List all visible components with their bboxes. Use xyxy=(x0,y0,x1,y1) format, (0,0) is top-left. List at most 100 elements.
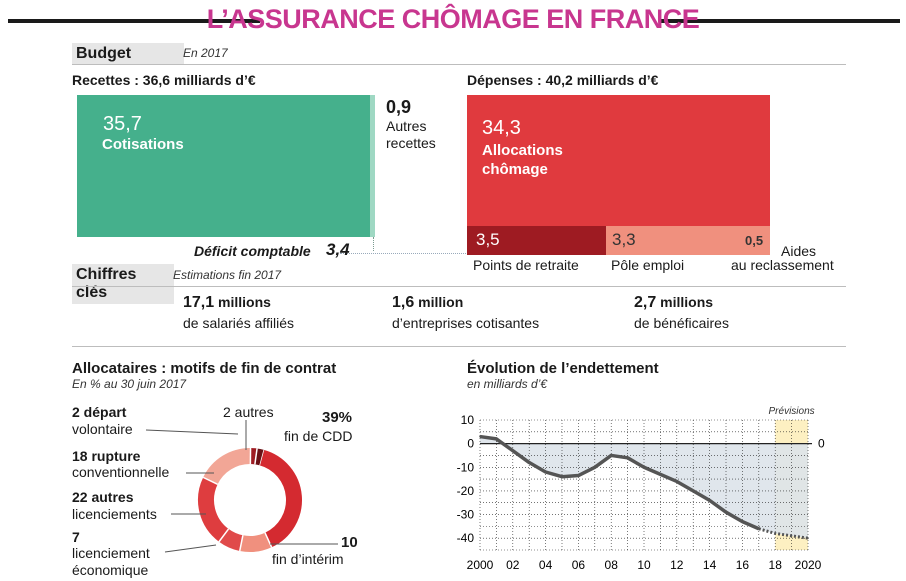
xtick-2006: 06 xyxy=(572,558,586,572)
debt-point-2001 xyxy=(495,438,498,440)
debt-point-2006 xyxy=(577,474,580,477)
debt-point-2014 xyxy=(708,499,711,502)
allocations-label-1: Allocations xyxy=(482,142,563,159)
debt-point-2015 xyxy=(725,511,727,513)
points-retraite-box xyxy=(467,226,606,255)
debt-point-2008 xyxy=(610,454,612,457)
debt-point-2012 xyxy=(676,480,678,483)
donut-separator-3 xyxy=(218,528,230,543)
xtick-2016: 16 xyxy=(736,558,750,572)
ytick--40: -40 xyxy=(457,531,475,545)
kpi-beneficaires: 2,7 millions xyxy=(634,294,713,312)
donut-label-cdd-value: 39% xyxy=(322,409,353,426)
ytick--30: -30 xyxy=(457,508,475,522)
donut-label-autres: 2 autres xyxy=(223,404,274,420)
xtick-2004: 04 xyxy=(539,558,553,572)
debt-line-forecast xyxy=(758,527,809,540)
debt-point-2010 xyxy=(643,466,645,469)
xtick-2020: 2020 xyxy=(795,558,822,572)
autres-recettes-label-1: Autres xyxy=(386,118,427,134)
pole-emploi-label: Pôle emploi xyxy=(611,257,685,273)
debt-point-2002 xyxy=(512,449,514,452)
title-rule-left xyxy=(8,19,260,23)
cotisations-label: Cotisations xyxy=(102,136,184,153)
aides-label-2: au reclassement xyxy=(731,257,834,273)
donut-label-depart-1: 2 départ xyxy=(72,404,127,420)
donut-label-interim-text: fin d’intérim xyxy=(272,551,344,567)
title-rule-right xyxy=(660,19,900,23)
debt-line xyxy=(479,434,760,531)
debt-point-2007 xyxy=(594,466,596,469)
donut-label-eco-3: économique xyxy=(72,562,149,578)
deficit-label: Déficit comptable xyxy=(194,243,311,259)
deficit-line xyxy=(373,237,375,251)
chiffres-tag: Chiffres clés xyxy=(72,264,174,304)
xtick-2010: 10 xyxy=(637,558,651,572)
donut-label-depart-2: volontaire xyxy=(72,421,133,437)
kpi-affilies-unit: millions xyxy=(214,294,271,310)
kpi-affilies-number: 17,1 xyxy=(183,294,215,311)
donut-slice-2 xyxy=(218,528,244,551)
debt-point-2011 xyxy=(659,473,662,476)
autres-recettes-bar xyxy=(370,95,375,237)
xtick-2002: 02 xyxy=(506,558,520,572)
cotisations-value: 35,7 xyxy=(103,113,142,135)
chiffres-note: Estimations fin 2017 xyxy=(173,268,282,282)
donut-chart xyxy=(198,447,302,552)
forecast-label: Prévisions xyxy=(769,406,815,417)
kpi-entreprises-unit: million xyxy=(414,294,464,310)
kpi-entreprises-number: 1,6 xyxy=(392,294,415,311)
allocations-value: 34,3 xyxy=(482,117,521,139)
budget-divider xyxy=(72,64,846,65)
kpi-beneficaires-desc: de bénéficaires xyxy=(634,315,729,331)
allocataires-subtitle: En % au 30 juin 2017 xyxy=(72,377,187,391)
deficit-value: 3,4 xyxy=(326,240,350,259)
ytick--20: -20 xyxy=(457,484,475,498)
donut-label-rupture-1: 18 rupture xyxy=(72,448,141,464)
debt-area xyxy=(480,436,808,539)
allocations-label-2: chômage xyxy=(482,161,548,178)
charts-divider xyxy=(72,346,846,347)
kpi-affilies-desc: de salariés affiliés xyxy=(183,315,295,331)
donut-label-rupture-2: conventionnelle xyxy=(72,464,170,480)
points-retraite-label: Points de retraite xyxy=(473,257,579,273)
allocations-box xyxy=(467,95,770,226)
debt-point-2019 xyxy=(790,535,793,537)
autres-recettes-label-2: recettes xyxy=(386,135,436,151)
ytick-10: 10 xyxy=(461,413,475,427)
cotisations-box xyxy=(77,95,370,237)
debt-chart: Prévisions 0 10 0 -10 -20 -30 -40 2000 02 04 06 08 10… xyxy=(457,406,825,572)
xtick-2012: 12 xyxy=(670,558,684,572)
chiffres-divider xyxy=(72,286,846,287)
donut-slice-3 xyxy=(198,477,229,542)
kpi-entreprises: 1,6 million xyxy=(392,294,463,312)
points-retraite-value: 3,5 xyxy=(476,230,500,249)
deficit-dotted-line xyxy=(340,253,468,254)
debt-point-2004 xyxy=(544,471,547,473)
depenses-header: Dépenses : 40,2 milliards d’€ xyxy=(467,72,659,88)
debt-point-2018 xyxy=(774,532,776,535)
autres-recettes-value: 0,9 xyxy=(386,97,412,117)
donut-label-eco-2: licenciement xyxy=(72,545,150,561)
debt-point-2009 xyxy=(626,457,629,459)
donut-label-autres-lic-2: licenciements xyxy=(72,506,157,522)
donut-slice-6 xyxy=(254,448,264,466)
aides-box xyxy=(741,226,770,255)
kpi-beneficaires-unit: millions xyxy=(656,294,714,310)
ytick--10: -10 xyxy=(457,460,475,474)
donut-slice-0 xyxy=(258,449,302,548)
budget-tag: Budget xyxy=(72,43,184,65)
aides-label-1: Aides xyxy=(781,243,817,259)
donut-label-cdd-text: fin de CDD xyxy=(284,428,353,444)
donut-label-interim-value: 10 xyxy=(341,534,358,551)
xtick-2014: 14 xyxy=(703,558,717,572)
pole-emploi-box xyxy=(606,226,741,255)
kpi-beneficaires-number: 2,7 xyxy=(634,294,657,311)
donut-separator-6 xyxy=(254,448,258,465)
debt-point-2016 xyxy=(741,520,744,523)
donut-separator-1 xyxy=(264,532,273,548)
debt-point-2017 xyxy=(758,527,760,530)
budget-note: En 2017 xyxy=(183,46,228,60)
xtick-2000: 2000 xyxy=(467,558,494,572)
debt-point-2013 xyxy=(692,490,694,492)
